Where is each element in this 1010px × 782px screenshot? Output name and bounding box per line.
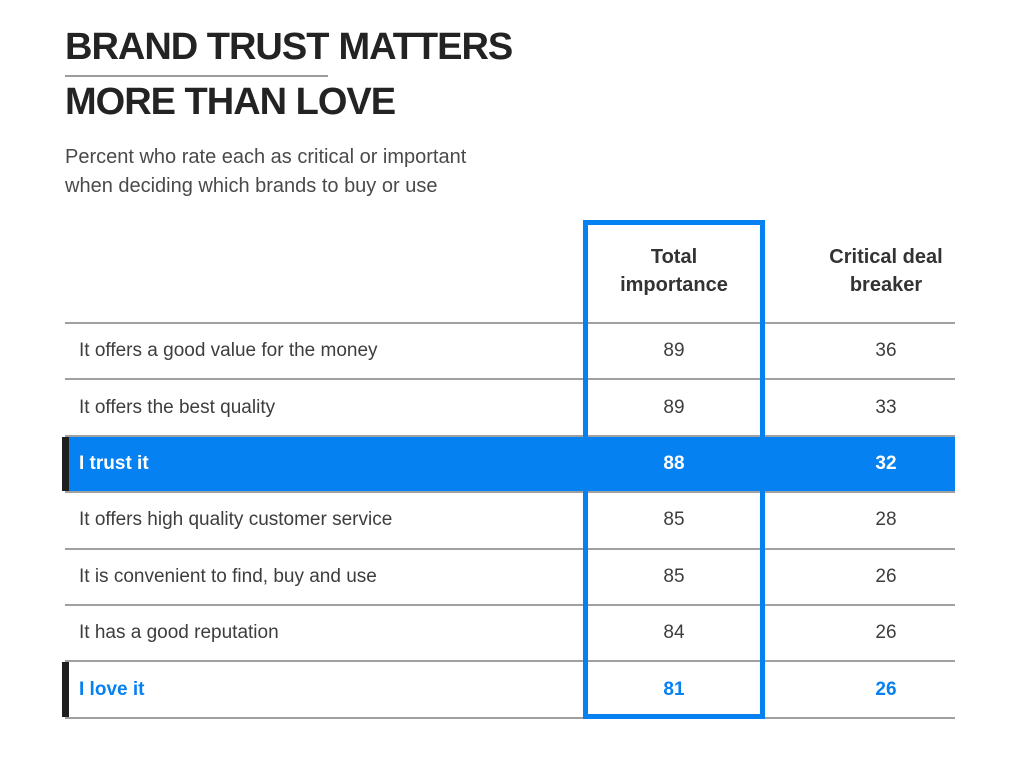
row-label: It is convenient to find, buy and use (79, 565, 377, 587)
table-body: It offers a good value for the money 89 … (62, 322, 955, 719)
title-rest-text: MATTERS (338, 26, 513, 68)
header-critical-deal-breaker: Critical deal breaker (829, 246, 943, 296)
row-label: I trust it (79, 452, 149, 474)
row-label: It offers a good value for the money (79, 340, 378, 362)
title-underlined-text: BRAND TRUST (65, 22, 329, 77)
total-importance-value: 85 (663, 509, 685, 531)
subtitle-line-1: Percent who rate each as critical or imp… (65, 146, 467, 168)
critical-deal-breaker-value: 36 (875, 340, 897, 362)
page-title: BRAND TRUST MATTERS MORE THAN LOVE (65, 22, 513, 127)
highlight-edge-bar (62, 436, 69, 492)
table-header-row: Total importance Critical deal breaker (65, 220, 955, 322)
row-label: I love it (79, 678, 145, 700)
critical-deal-breaker-value: 26 (875, 678, 897, 700)
row-label: It offers the best quality (79, 396, 276, 418)
table-row-highlighted-love: I love it 81 26 (62, 660, 955, 717)
title-line-1: BRAND TRUST MATTERS (65, 26, 513, 77)
critical-deal-breaker-value: 26 (875, 622, 897, 644)
table-row: It has a good reputation 84 26 (65, 603, 955, 660)
critical-deal-breaker-value: 28 (875, 509, 897, 531)
total-importance-value: 89 (663, 396, 685, 418)
header-total-importance: Total importance (620, 246, 728, 296)
title-line-2: MORE THAN LOVE (65, 81, 396, 123)
total-importance-value: 81 (663, 678, 685, 700)
table-row: It offers the best quality 89 33 (65, 378, 955, 434)
subtitle-line-2: when deciding which brands to buy or use (65, 175, 438, 197)
total-importance-value: 85 (663, 565, 685, 587)
table-row: It offers high quality customer service … (65, 491, 955, 547)
chart-subtitle: Percent who rate each as critical or imp… (65, 143, 466, 201)
header-attribute-spacer (65, 220, 583, 322)
critical-deal-breaker-value: 33 (875, 396, 897, 418)
highlight-edge-bar (62, 662, 69, 717)
total-importance-value: 89 (663, 340, 685, 362)
row-label: It has a good reputation (79, 622, 279, 644)
table-row-highlighted-trust: I trust it 88 32 (62, 434, 955, 492)
data-table: Total importance Critical deal breaker I… (62, 220, 955, 719)
row-label: It offers high quality customer service (79, 509, 393, 531)
table-row: It offers a good value for the money 89 … (65, 322, 955, 378)
total-importance-value: 88 (663, 452, 685, 474)
total-importance-value: 84 (663, 622, 685, 644)
critical-deal-breaker-value: 32 (875, 452, 897, 474)
critical-deal-breaker-value: 26 (875, 565, 897, 587)
table-row: It is convenient to find, buy and use 85… (65, 547, 955, 604)
